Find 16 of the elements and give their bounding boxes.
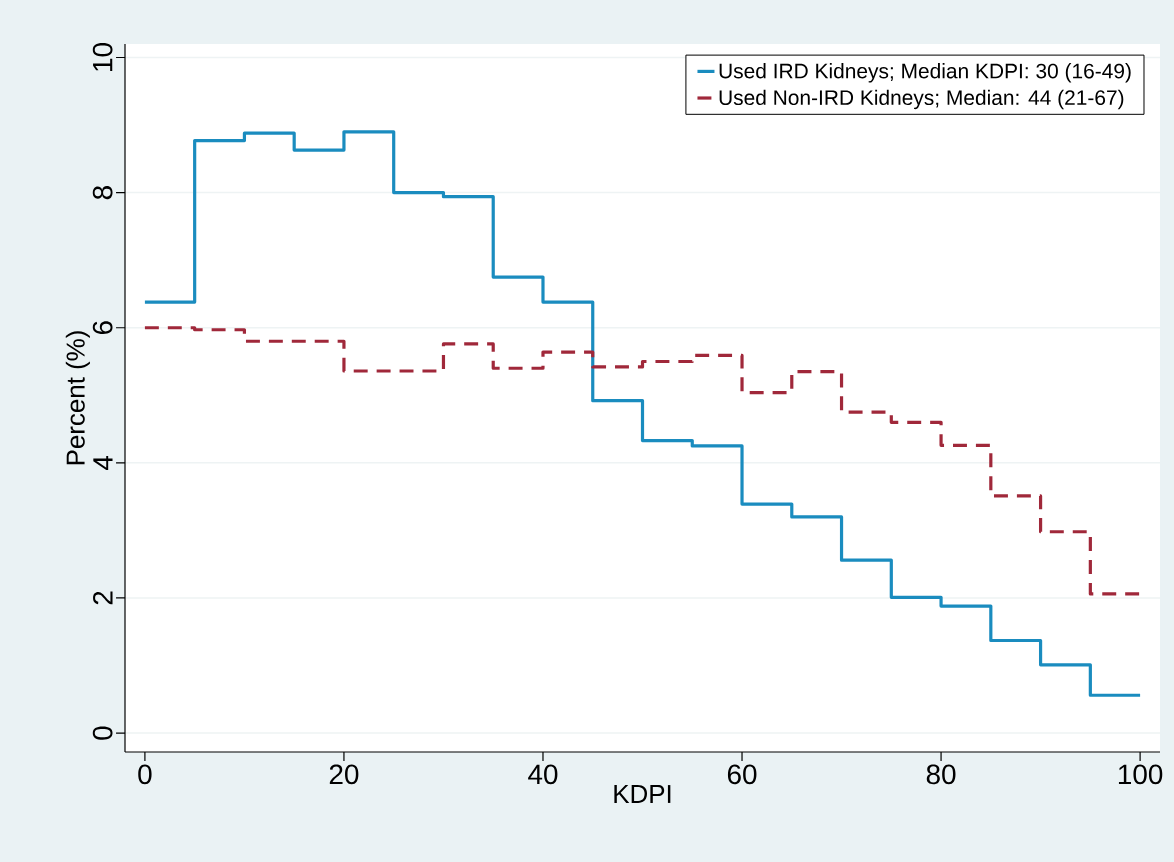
- y-tick-label: 6: [92, 321, 113, 335]
- y-tick-label: 0: [92, 726, 113, 740]
- x-tick-label: 0: [138, 764, 152, 785]
- legend-label: Used Non-IRD Kidneys; Median: 44 (21-67): [719, 89, 1124, 110]
- x-tick-label: 40: [528, 764, 558, 785]
- y-axis-title: Percent (%): [65, 331, 90, 465]
- legend-label: Used IRD Kidneys; Median KDPI: 30 (16-49): [719, 63, 1131, 83]
- x-tick-label: 100: [1118, 764, 1163, 785]
- y-tick-label: 2: [93, 591, 113, 605]
- y-tick-label: 4: [93, 455, 113, 470]
- y-tick-label: 8: [92, 186, 113, 200]
- x-tick-label: 20: [329, 764, 359, 785]
- y-tick-label: 10: [92, 43, 113, 71]
- x-axis-title: KDPI: [614, 785, 671, 803]
- x-tick-label: 80: [926, 764, 956, 785]
- x-tick-label: 60: [727, 764, 757, 785]
